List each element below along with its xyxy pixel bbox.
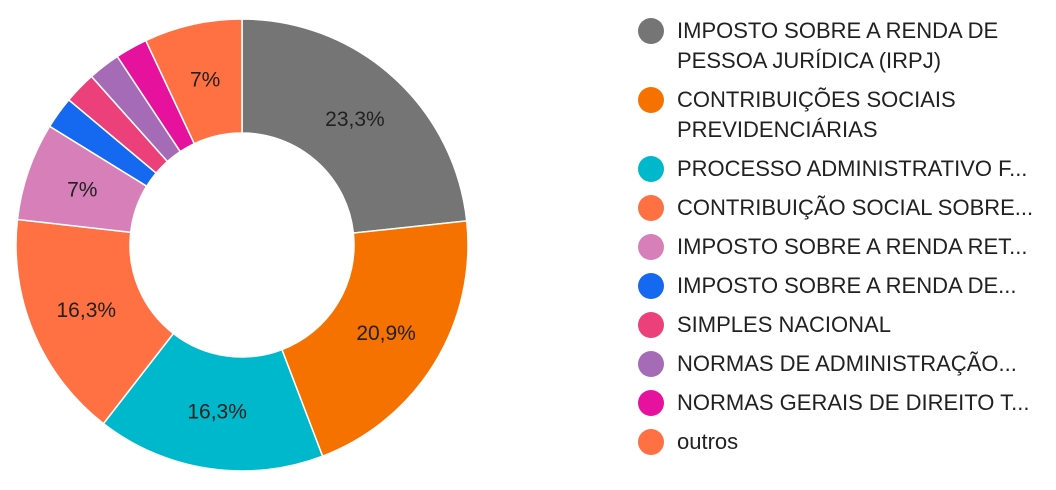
legend-item-1[interactable]: CONTRIBUIÇÕES SOCIAIS PREVIDENCIÁRIAS — [638, 85, 1048, 145]
chart-legend: IMPOSTO SOBRE A RENDA DE PESSOA JURÍDICA… — [638, 16, 1048, 466]
slice-label-1: 20,9% — [356, 322, 416, 345]
slice-label-2: 16,3% — [187, 401, 247, 424]
slice-2[interactable] — [102, 332, 324, 472]
legend-swatch-icon — [638, 156, 664, 182]
legend-swatch-icon — [638, 18, 664, 44]
legend-label: IMPOSTO SOBRE A RENDA RET... — [677, 234, 1028, 259]
legend-item-0[interactable]: IMPOSTO SOBRE A RENDA DE PESSOA JURÍDICA… — [638, 16, 1048, 76]
legend-swatch-icon — [638, 390, 664, 416]
legend-item-5[interactable]: IMPOSTO SOBRE A RENDA DE... — [638, 271, 1048, 301]
legend-swatch-icon — [638, 273, 664, 299]
legend-label: SIMPLES NACIONAL — [677, 312, 891, 337]
legend-item-4[interactable]: IMPOSTO SOBRE A RENDA RET... — [638, 232, 1048, 262]
legend-label: CONTRIBUIÇÃO SOCIAL SOBRE... — [677, 195, 1034, 220]
legend-swatch-icon — [638, 195, 664, 221]
legend-label: outros — [677, 429, 739, 454]
legend-label: IMPOSTO SOBRE A RENDA DE PESSOA JURÍDICA… — [677, 18, 999, 73]
legend-label: IMPOSTO SOBRE A RENDA DE... — [677, 273, 1017, 298]
legend-swatch-icon — [638, 234, 664, 260]
legend-label: PROCESSO ADMINISTRATIVO F... — [677, 156, 1028, 181]
slice-3[interactable] — [15, 218, 175, 425]
legend-item-2[interactable]: PROCESSO ADMINISTRATIVO F... — [638, 154, 1048, 184]
slice-0[interactable] — [241, 18, 468, 234]
legend-swatch-icon — [638, 312, 664, 338]
legend-item-7[interactable]: NORMAS DE ADMINISTRAÇÃO... — [638, 349, 1048, 379]
slice-1[interactable] — [280, 220, 469, 458]
legend-swatch-icon — [638, 351, 664, 377]
legend-swatch-icon — [638, 87, 664, 113]
slice-label-4: 7% — [67, 178, 97, 201]
legend-item-3[interactable]: CONTRIBUIÇÃO SOCIAL SOBRE... — [638, 193, 1048, 223]
legend-item-9[interactable]: outros — [638, 427, 1048, 457]
legend-swatch-icon — [638, 429, 664, 455]
legend-item-6[interactable]: SIMPLES NACIONAL — [638, 310, 1048, 340]
slice-label-9: 7% — [190, 69, 220, 92]
legend-label: NORMAS GERAIS DE DIREITO T... — [677, 390, 1030, 415]
slice-label-3: 16,3% — [57, 299, 117, 322]
slice-label-0: 23,3% — [325, 108, 385, 131]
legend-label: NORMAS DE ADMINISTRAÇÃO... — [677, 351, 1017, 376]
donut-plot: 23,3% 20,9% 16,3% 16,3% 7% 7% — [15, 18, 469, 472]
legend-label: CONTRIBUIÇÕES SOCIAIS PREVIDENCIÁRIAS — [677, 87, 956, 142]
slice-9[interactable] — [144, 18, 243, 145]
legend-item-8[interactable]: NORMAS GERAIS DE DIREITO T... — [638, 388, 1048, 418]
